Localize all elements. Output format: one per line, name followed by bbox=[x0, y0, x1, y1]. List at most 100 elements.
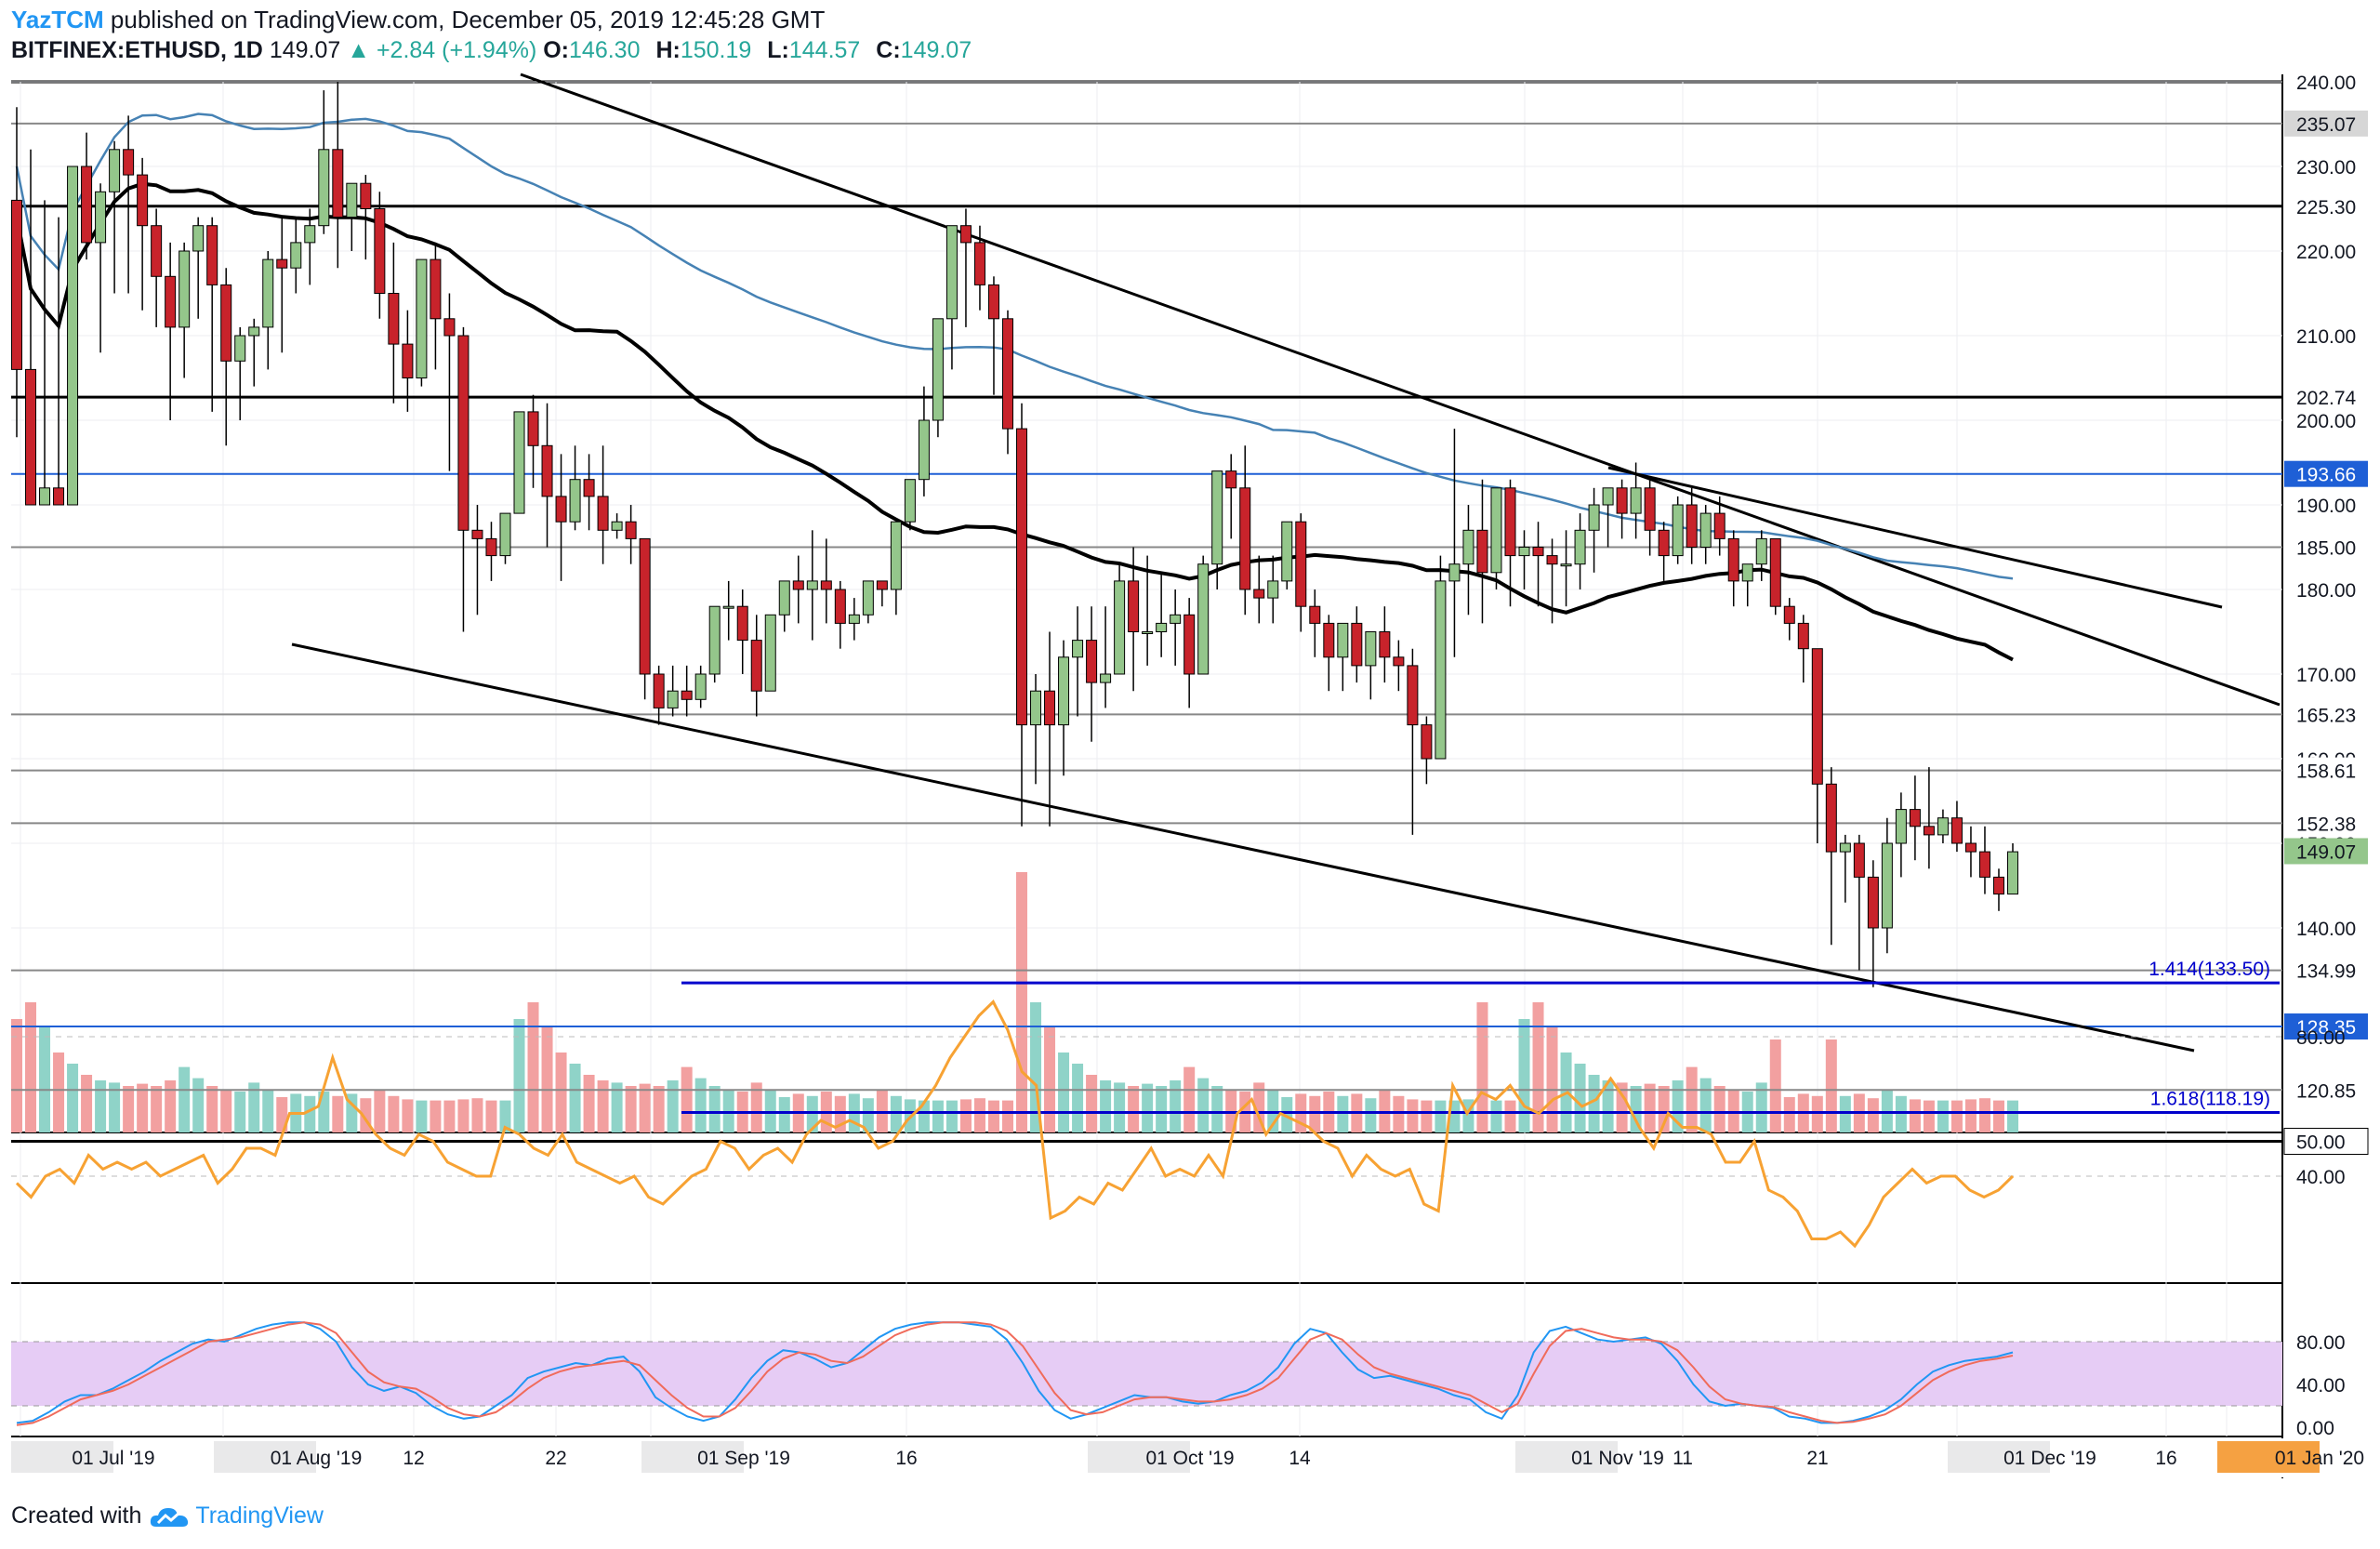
channel-bottom-line bbox=[291, 642, 2195, 1053]
candle-body bbox=[1267, 580, 1279, 599]
volume-bar bbox=[1811, 1095, 1823, 1132]
volume-bar bbox=[945, 1100, 958, 1132]
x-tick-bg bbox=[2217, 1441, 2320, 1473]
volume-bar bbox=[178, 1066, 191, 1132]
candle-body bbox=[1170, 614, 1182, 624]
last-price: 149.07 bbox=[269, 37, 341, 63]
volume-bar bbox=[1727, 1089, 1739, 1132]
x-tick-bg bbox=[214, 1441, 316, 1473]
candle-body bbox=[778, 580, 790, 616]
candle-body bbox=[1518, 547, 1530, 557]
volume-bar bbox=[1518, 1019, 1530, 1132]
candle-body bbox=[1839, 842, 1851, 853]
close-key: C: bbox=[876, 37, 901, 63]
stoch-band bbox=[11, 1342, 2282, 1406]
ma-blue-line bbox=[15, 113, 2014, 580]
volume-bar bbox=[1072, 1064, 1084, 1132]
volume-bar bbox=[722, 1089, 734, 1132]
ma-black-line bbox=[15, 181, 2014, 662]
fib-label-1: 1.618(118.19) bbox=[2150, 1088, 2270, 1109]
volume-bar bbox=[806, 1095, 818, 1132]
volume-bar bbox=[611, 1082, 623, 1132]
author-name[interactable]: YazTCM bbox=[11, 6, 104, 33]
candle-body bbox=[639, 537, 651, 675]
x-tick: 01 Jan '20 bbox=[2275, 1448, 2364, 1469]
open-key: O: bbox=[543, 37, 570, 63]
volume-bar bbox=[1016, 872, 1028, 1132]
candle-body bbox=[137, 174, 149, 227]
candle-body bbox=[904, 479, 916, 523]
candle-body bbox=[1713, 512, 1726, 539]
candle-body bbox=[234, 335, 246, 362]
rsi-pane bbox=[11, 1000, 2282, 1249]
candle-body bbox=[1909, 809, 1921, 827]
candle-body bbox=[1351, 622, 1363, 667]
candle-body bbox=[1001, 318, 1013, 430]
stoch-rsi-pane bbox=[11, 1321, 2282, 1426]
candle-body bbox=[1407, 665, 1419, 726]
candle-body bbox=[1476, 529, 1488, 574]
candle-body bbox=[485, 537, 497, 557]
candle-body bbox=[1016, 428, 1028, 726]
candle-body bbox=[527, 411, 539, 446]
level-tag-text-3: 193.66 bbox=[2296, 465, 2356, 486]
grid bbox=[11, 74, 2283, 1478]
publish-info: YazTCM published on TradingView.com, Dec… bbox=[11, 6, 825, 34]
candle-body bbox=[192, 225, 205, 252]
x-tick: 01 Oct '19 bbox=[1145, 1448, 1234, 1469]
volume-bar bbox=[262, 1089, 274, 1132]
candle-body bbox=[206, 225, 218, 285]
x-tick: 01 Jul '19 bbox=[72, 1448, 154, 1469]
tradingview-brand[interactable]: TradingView bbox=[195, 1503, 324, 1529]
volume-bar bbox=[457, 1099, 469, 1132]
volume-bar bbox=[527, 1002, 539, 1132]
volume-bar bbox=[987, 1100, 999, 1132]
candle-body bbox=[1072, 640, 1084, 658]
volume-bar bbox=[1630, 1086, 1642, 1132]
level-tag-text-5: 165.23 bbox=[2296, 705, 2356, 726]
candle-body bbox=[1992, 876, 2004, 895]
volume-bar bbox=[1950, 1100, 1963, 1132]
low-key: L: bbox=[767, 37, 789, 63]
candle-body bbox=[1616, 487, 1628, 514]
volume-bar bbox=[234, 1092, 246, 1132]
x-tick-bg bbox=[1281, 1441, 1318, 1473]
candle-body bbox=[1574, 529, 1586, 565]
candle-body bbox=[694, 673, 707, 700]
candle-body bbox=[1323, 622, 1335, 658]
svg-text:149.07: 149.07 bbox=[2296, 841, 2356, 863]
candle-body bbox=[1546, 555, 1558, 565]
volume-bar bbox=[694, 1078, 707, 1132]
candle-body bbox=[1156, 622, 1168, 633]
candle-body bbox=[1644, 487, 1656, 531]
x-tick-bg bbox=[1948, 1441, 2050, 1473]
volume-bar bbox=[81, 1075, 93, 1132]
candle-body bbox=[959, 225, 972, 244]
stoch-tick: 80.00 bbox=[2296, 1332, 2346, 1354]
level-tag-text-0: 235.07 bbox=[2296, 114, 2356, 136]
volume-bar bbox=[2007, 1100, 2018, 1132]
created-with-text: Created with bbox=[11, 1503, 142, 1529]
candle-body bbox=[25, 368, 37, 506]
candle-body bbox=[918, 419, 930, 481]
volume-bar bbox=[1602, 1080, 1614, 1132]
volume-bar bbox=[1058, 1053, 1070, 1132]
volume-bar bbox=[1546, 1026, 1558, 1132]
candle-body bbox=[1044, 690, 1056, 726]
candle-body bbox=[750, 640, 762, 692]
x-tick-bg bbox=[641, 1441, 744, 1473]
volume-bar bbox=[1504, 1100, 1516, 1132]
volume-bar bbox=[764, 1089, 776, 1132]
candle-body bbox=[165, 275, 177, 328]
level-tag-text-8: 134.99 bbox=[2296, 961, 2356, 983]
volume-bar bbox=[1337, 1095, 1349, 1132]
volume-bar bbox=[1937, 1100, 1949, 1132]
volume-bar bbox=[1895, 1095, 1907, 1132]
symbol-info: BITFINEX:ETHUSD, 1D 149.07 ▲ +2.84 (+1.9… bbox=[11, 37, 981, 64]
candle-body bbox=[346, 182, 358, 218]
volume-bar bbox=[1393, 1095, 1405, 1132]
volume-bar bbox=[471, 1098, 483, 1132]
volume-bar bbox=[137, 1083, 149, 1132]
candle-body bbox=[1142, 631, 1154, 634]
